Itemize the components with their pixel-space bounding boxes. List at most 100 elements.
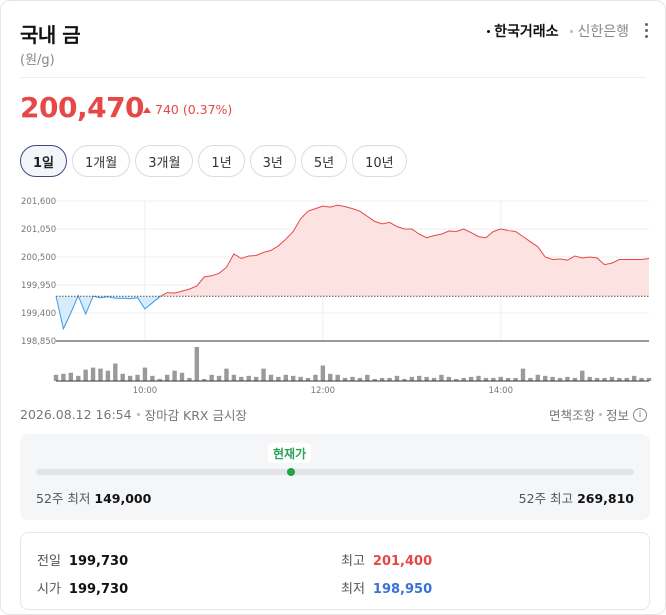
stat-prev-close: 전일 199,730 (37, 550, 128, 569)
source-tab-label: 한국거래소 (494, 24, 559, 40)
bullet-icon (598, 413, 602, 416)
range-high-label: 52주 최고 (518, 491, 574, 506)
stat-high: 최고 201,400 (341, 550, 432, 569)
volume-bar (283, 374, 288, 381)
volume-bar (557, 377, 563, 381)
volume-bar (624, 377, 629, 381)
source-tab-shinhan[interactable]: 신한은행 (570, 21, 629, 41)
volume-bar (268, 374, 274, 381)
volume-bar (127, 375, 133, 381)
info-icon[interactable]: i (633, 407, 647, 422)
period-button-3m[interactable]: 3개월 (135, 145, 194, 177)
price-change: 740 (0.37%) (143, 102, 232, 117)
volume-bar (513, 377, 518, 381)
volume-bar (594, 377, 600, 381)
period-button-10y[interactable]: 10년 (352, 145, 407, 177)
bullet-icon (570, 29, 574, 33)
volume-bar (424, 376, 429, 381)
volume-bar (246, 375, 251, 381)
volume-bar (276, 376, 281, 381)
volume-bar (587, 376, 592, 381)
volume-bar (639, 377, 644, 381)
source-tabs: 한국거래소 신한은행 (487, 21, 629, 41)
volume-bar (113, 363, 118, 381)
volume-bar (253, 376, 259, 381)
kebab-menu-icon[interactable] (645, 23, 649, 38)
volume-bar (431, 377, 437, 381)
stat-label: 최고 (341, 554, 365, 569)
stat-label: 시가 (37, 582, 61, 597)
volume-bar (61, 373, 66, 381)
volume-bar (298, 376, 303, 381)
volume-bar (53, 374, 59, 381)
volume-bar (372, 378, 377, 381)
stat-open: 시가 199,730 (37, 578, 128, 597)
x-tick-label: 12:00 (311, 386, 336, 396)
price-line-below (55, 296, 162, 331)
range-low: 52주 최저 149,000 (36, 488, 151, 507)
info-link[interactable]: 정보 (605, 408, 629, 423)
volume-bar (328, 373, 333, 381)
range-high-value: 269,810 (577, 491, 634, 506)
volume-bar (261, 368, 266, 381)
source-tab-label: 신한은행 (577, 24, 629, 40)
active-dot-icon (487, 29, 491, 33)
volume-bar (580, 370, 585, 381)
volume-bar (172, 370, 177, 381)
volume-bar (446, 376, 452, 381)
bullet-icon (136, 413, 140, 416)
volume-bar (135, 374, 140, 381)
volume-bar (402, 378, 407, 381)
range-52w: 현재가 52주 최저 149,000 52주 최고 269,810 (20, 434, 650, 520)
status-line: 2026.08.12 16:54 장마감 KRX 금시장 (20, 405, 247, 424)
source-tab-krx[interactable]: 한국거래소 (487, 21, 558, 41)
volume-bar (202, 378, 207, 381)
volume-bar (194, 347, 200, 381)
y-tick-label: 199,400 (21, 309, 56, 319)
current-price-badge: 현재가 (268, 443, 312, 463)
price-area-above (77, 205, 649, 297)
stat-low: 최저 198,950 (341, 578, 432, 597)
volume-bar (224, 368, 229, 381)
volume-bar (454, 378, 459, 381)
range-bar (36, 469, 634, 475)
volume-bar (550, 376, 555, 381)
volume-bar (231, 374, 237, 381)
period-button-3y[interactable]: 3년 (249, 145, 296, 177)
period-selector: 1일 1개월 3개월 1년 3년 5년 10년 (20, 145, 407, 177)
period-button-1d[interactable]: 1일 (20, 145, 68, 177)
intraday-chart[interactable]: 201,600 201,050 200,500 199,950 199,400 198,8… (1, 189, 666, 399)
price-line-above (56, 204, 650, 297)
y-tick-label: 198,850 (21, 337, 56, 347)
y-tick-label: 201,050 (21, 225, 56, 235)
stat-label: 전일 (37, 554, 61, 569)
volume-bar (439, 374, 444, 381)
period-button-1m[interactable]: 1개월 (72, 145, 131, 177)
period-button-5y[interactable]: 5년 (300, 145, 348, 177)
volume-bar (120, 373, 125, 381)
volume-bar (164, 374, 170, 381)
volume-bar (342, 377, 348, 381)
current-marker-icon (287, 468, 295, 476)
volume-bar (320, 365, 326, 381)
volume-bar (646, 377, 652, 381)
volume-bar (565, 376, 570, 381)
stats-panel: 전일 199,730 최고 201,400 시가 199,730 최저 198,950 (20, 532, 650, 610)
volume-bar (387, 377, 392, 381)
disclaimer-link[interactable]: 면책조항 (548, 408, 595, 423)
volume-bar (305, 377, 311, 381)
range-low-value: 149,000 (94, 491, 152, 506)
volume-bar (476, 375, 481, 381)
volume-bar (483, 377, 489, 381)
volume-bar (498, 376, 503, 381)
unit-label: (원/g) (20, 53, 55, 68)
volume-bar (76, 375, 81, 381)
period-button-1y[interactable]: 1년 (198, 145, 245, 177)
volume-bar (157, 378, 162, 381)
y-tick-label: 201,600 (21, 197, 56, 207)
volume-bar (535, 374, 541, 381)
volume-bar (150, 375, 155, 381)
volume-bar (609, 376, 615, 381)
volume-bar (209, 374, 214, 381)
